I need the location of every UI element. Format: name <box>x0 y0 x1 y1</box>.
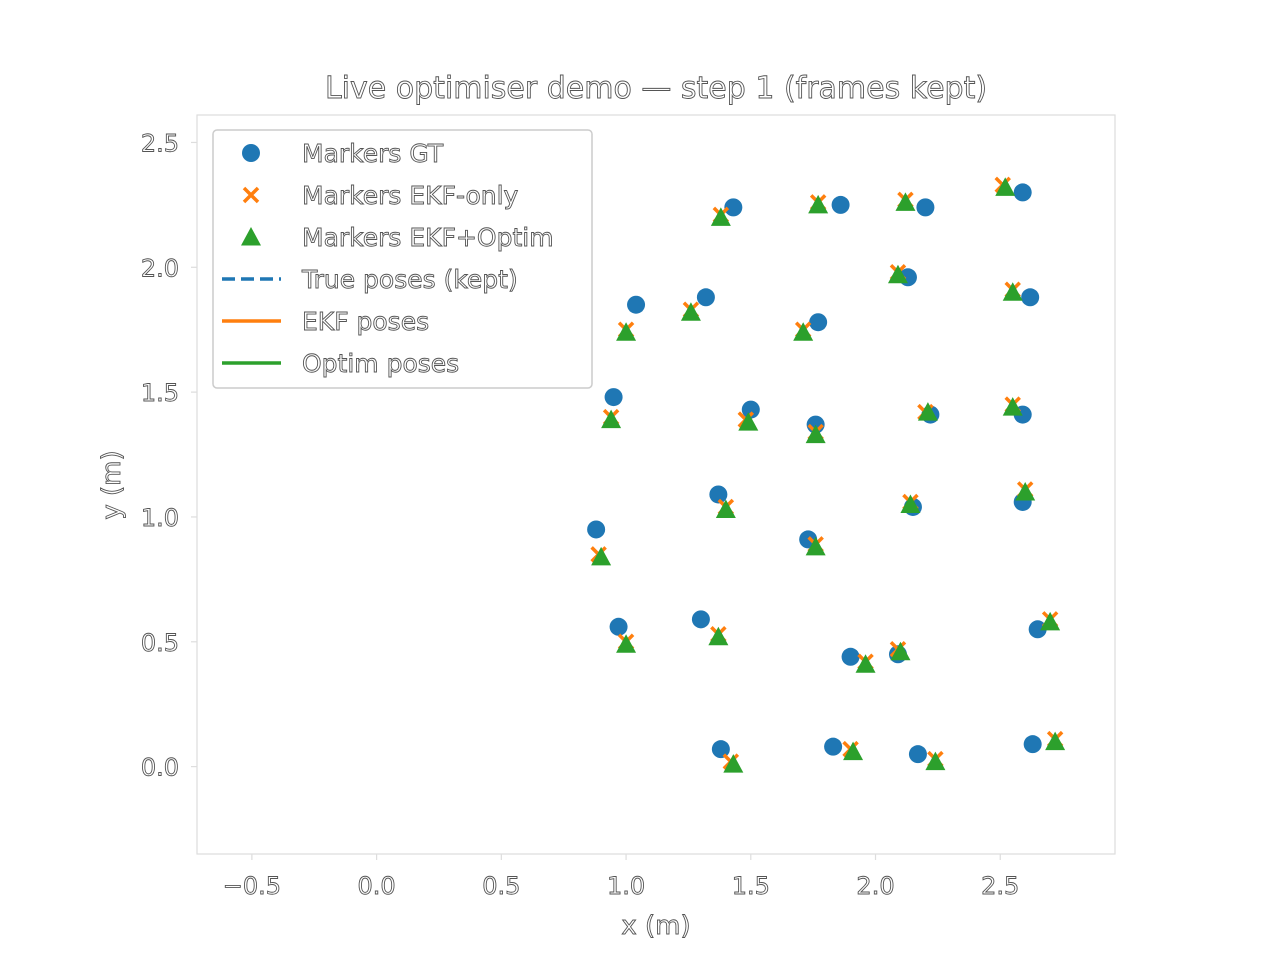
marker-gt-point <box>824 737 843 756</box>
x-tick-label: −0.5 <box>223 872 281 900</box>
marker-gt-point <box>741 400 760 419</box>
marker-ekf-optim-point <box>723 754 744 773</box>
chart-title: Live optimiser demo — step 1 (frames kep… <box>325 71 987 106</box>
y-tick-label: 0.0 <box>141 754 179 782</box>
legend-box <box>212 129 593 389</box>
marker-ekf-optim-point <box>808 194 829 214</box>
marker-gt-point <box>587 520 606 539</box>
marker-ekf-optim-point <box>616 634 637 653</box>
marker-ekf-optim-point <box>890 641 911 661</box>
marker-gt-point <box>1028 620 1047 639</box>
marker-ekf-optim-point <box>1015 481 1036 501</box>
marker-gt-point <box>1013 183 1032 202</box>
x-tick-label: 1.5 <box>732 872 770 900</box>
marker-ekf-optim-point <box>900 494 921 513</box>
marker-ekf-optim-point <box>1040 611 1061 631</box>
marker-gt-point <box>709 485 728 504</box>
marker-ekf-optim-point <box>1002 282 1023 301</box>
marker-ekf-optim-point <box>738 412 759 431</box>
marker-gt-point <box>916 198 935 217</box>
y-tick-label: 1.5 <box>141 379 179 407</box>
legend-ekf-optim-icon <box>241 227 261 246</box>
y-axis-label: y (m) <box>97 450 127 519</box>
marker-gt-point <box>908 745 927 764</box>
marker-gt-point <box>609 617 628 636</box>
y-tick-label: 2.0 <box>141 254 179 282</box>
legend-entry-label: Markers GT <box>302 139 444 168</box>
legend: Markers GT Markers EKF-only Markers EKF+Op… <box>212 129 593 389</box>
legend-entry-label: Optim poses <box>302 349 459 378</box>
marker-gt-point <box>711 740 730 759</box>
marker-ekf-optim-point <box>591 546 612 566</box>
marker-gt-point <box>841 647 860 666</box>
y-tick-label: 1.0 <box>141 504 179 532</box>
legend-entry-label: True poses (kept) <box>301 265 518 294</box>
marker-gt-point <box>696 288 715 307</box>
marker-ekf-optim-point <box>1045 731 1066 751</box>
marker-ekf-optim-point <box>616 322 637 341</box>
legend-ekf-only-icon <box>242 186 260 204</box>
marker-ekf-optim-point <box>601 409 622 429</box>
legend-entry-label: Markers EKF+Optim <box>302 223 554 252</box>
x-tick-label: 2.0 <box>856 872 894 900</box>
x-tick-label: 0.5 <box>482 872 520 900</box>
marker-ekf-optim-point <box>887 264 908 284</box>
marker-gt-point <box>809 313 828 332</box>
marker-ekf-optim-point <box>895 192 916 211</box>
marker-ekf-optim-point <box>680 302 701 321</box>
legend-entry-label: EKF poses <box>302 307 429 336</box>
marker-gt-point <box>1023 735 1042 754</box>
marker-ekf-optim-point <box>710 207 731 226</box>
data-markers <box>587 176 1066 773</box>
x-tick-label: 0.0 <box>358 872 396 900</box>
marker-ekf-optim-point <box>793 322 814 341</box>
marker-gt-point <box>1021 288 1040 307</box>
marker-ekf-optim-point <box>715 499 736 518</box>
marker-gt-point <box>691 610 710 629</box>
marker-ekf-optim-point <box>708 626 729 646</box>
marker-ekf-optim-point <box>917 402 938 421</box>
marker-gt-point <box>627 295 646 314</box>
x-tick-label: 1.0 <box>607 872 645 900</box>
marker-gt-point <box>724 198 743 217</box>
marker-ekf-optim-point <box>843 741 864 761</box>
marker-ekf-optim-point <box>995 177 1016 196</box>
y-tick-label: 2.5 <box>141 129 179 157</box>
legend-entry-label: Markers EKF-only <box>302 181 519 210</box>
axis-ticks: −0.5 0.0 0.5 1.0 1.5 2.0 2.5 0.0 0.5 1.0 1.5 2.0 2.5 <box>140 129 1019 900</box>
x-tick-label: 2.5 <box>981 872 1019 900</box>
marker-ekf-optim-point <box>855 654 876 673</box>
marker-gt-point <box>604 388 623 407</box>
marker-ekf-optim-point <box>805 424 826 444</box>
marker-ekf-optim-point <box>1002 397 1023 416</box>
y-tick-label: 0.5 <box>141 629 179 657</box>
marker-ekf-optim-point <box>805 536 826 556</box>
legend-gt-icon <box>242 144 260 162</box>
marker-gt-point <box>831 195 850 214</box>
marker-ekf-optim-point <box>925 751 946 771</box>
x-axis-label: x (m) <box>621 911 690 941</box>
